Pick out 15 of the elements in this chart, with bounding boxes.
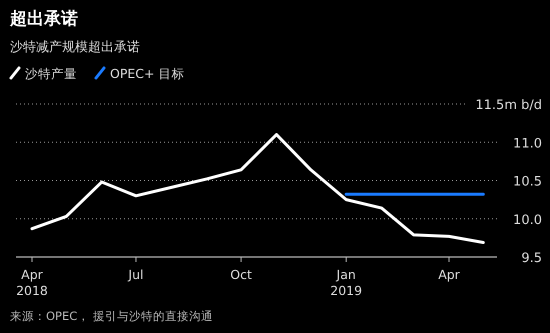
chart-subtitle: 沙特减产规模超出承诺 — [10, 40, 140, 55]
legend-label: OPEC+ 目标 — [110, 66, 184, 81]
y-tick-label: 9.5 — [521, 251, 542, 266]
y-tick-label: 10.5 — [513, 174, 542, 190]
x-tick-label: Jan 2019 — [330, 267, 362, 298]
legend-label: 沙特产量 — [25, 66, 77, 81]
source-note: 来源：OPEC， 援引与沙特的直接沟通 — [10, 309, 213, 323]
x-tick-label: Apr 2018 — [16, 267, 48, 298]
x-tick-label: Apr — [438, 267, 461, 282]
y-tick-label: 11.5m b/d — [475, 98, 542, 113]
chart-title: 超出承诺 — [9, 9, 78, 29]
x-tick-label: Oct — [230, 267, 252, 282]
y-tick-label: 10.0 — [513, 212, 542, 228]
x-tick-label: Jul — [127, 267, 144, 282]
y-tick-label: 11.0 — [513, 136, 542, 152]
